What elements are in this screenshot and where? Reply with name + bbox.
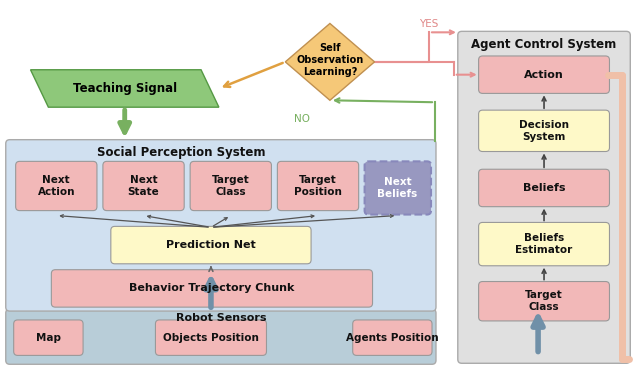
FancyBboxPatch shape bbox=[13, 320, 83, 356]
FancyBboxPatch shape bbox=[156, 320, 266, 356]
Polygon shape bbox=[285, 23, 374, 100]
FancyBboxPatch shape bbox=[479, 110, 609, 151]
Text: Decision
System: Decision System bbox=[519, 120, 569, 142]
Text: Prediction Net: Prediction Net bbox=[166, 240, 256, 250]
Text: Self
Observation
Learning?: Self Observation Learning? bbox=[296, 43, 364, 77]
Text: Next
State: Next State bbox=[127, 175, 159, 197]
FancyBboxPatch shape bbox=[51, 270, 372, 307]
FancyBboxPatch shape bbox=[479, 56, 609, 93]
FancyBboxPatch shape bbox=[6, 140, 436, 311]
Text: Map: Map bbox=[36, 333, 61, 343]
Text: Beliefs
Estimator: Beliefs Estimator bbox=[515, 233, 573, 255]
Text: Robot Sensors: Robot Sensors bbox=[175, 313, 266, 323]
FancyBboxPatch shape bbox=[277, 161, 358, 211]
Text: Target
Position: Target Position bbox=[294, 175, 342, 197]
Text: Beliefs: Beliefs bbox=[523, 183, 565, 193]
FancyBboxPatch shape bbox=[479, 282, 609, 321]
FancyBboxPatch shape bbox=[353, 320, 432, 356]
Text: Next
Action: Next Action bbox=[38, 175, 75, 197]
FancyBboxPatch shape bbox=[103, 161, 184, 211]
Text: YES: YES bbox=[419, 20, 439, 30]
Text: Teaching Signal: Teaching Signal bbox=[73, 82, 177, 95]
Text: Target
Class: Target Class bbox=[212, 175, 250, 197]
Text: Agents Position: Agents Position bbox=[346, 333, 438, 343]
Text: Target
Class: Target Class bbox=[525, 290, 563, 312]
Text: Behavior Trajectory Chunk: Behavior Trajectory Chunk bbox=[129, 283, 294, 293]
Text: Objects Position: Objects Position bbox=[163, 333, 259, 343]
Text: Agent Control System: Agent Control System bbox=[472, 38, 617, 51]
Text: Social Perception System: Social Perception System bbox=[97, 146, 266, 159]
FancyBboxPatch shape bbox=[458, 31, 630, 363]
FancyBboxPatch shape bbox=[479, 169, 609, 207]
Text: NO: NO bbox=[294, 114, 310, 124]
FancyBboxPatch shape bbox=[15, 161, 97, 211]
Text: Next
Beliefs: Next Beliefs bbox=[377, 177, 417, 199]
FancyBboxPatch shape bbox=[190, 161, 271, 211]
Text: Action: Action bbox=[524, 70, 564, 80]
FancyBboxPatch shape bbox=[479, 222, 609, 266]
FancyBboxPatch shape bbox=[365, 161, 431, 215]
FancyBboxPatch shape bbox=[6, 309, 436, 364]
Polygon shape bbox=[31, 70, 219, 107]
FancyBboxPatch shape bbox=[111, 226, 311, 264]
